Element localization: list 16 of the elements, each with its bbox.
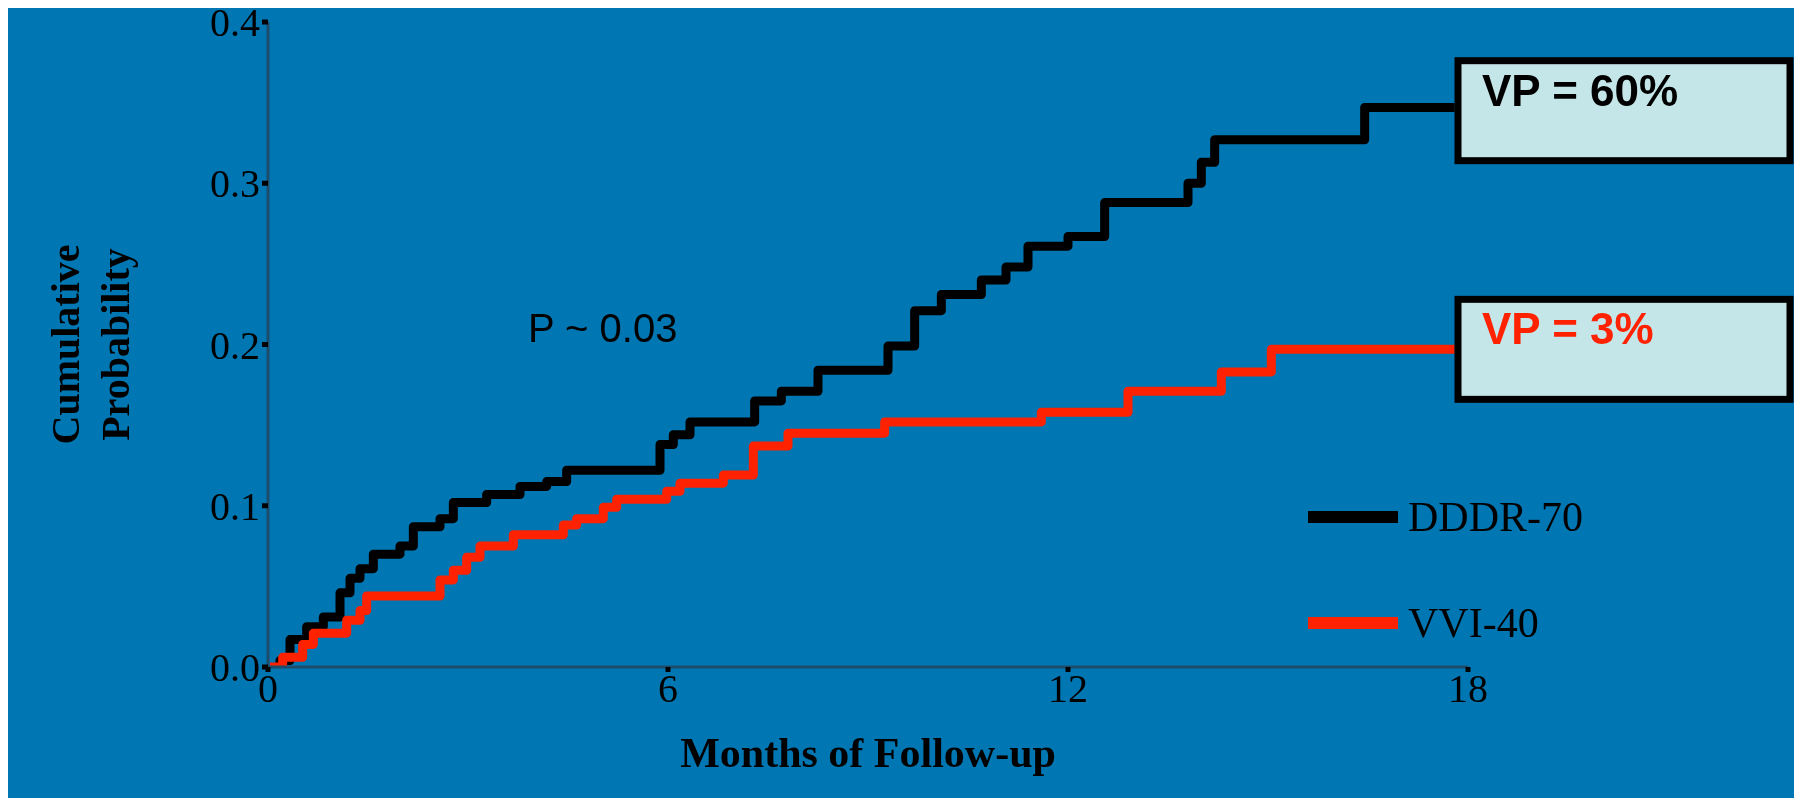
- y-tick-label: 0.1: [210, 483, 260, 529]
- y-axis-title: Cumulative Probability: [43, 244, 138, 445]
- x-tick-label: 18: [1448, 666, 1488, 712]
- x-tick-label: 0: [258, 666, 278, 712]
- annotation: VP = 3%: [1482, 304, 1654, 354]
- x-axis-title: Months of Follow-up: [680, 730, 1056, 776]
- legend-label: VVI-40: [1408, 600, 1539, 646]
- y-tick-label: 0.0: [210, 645, 260, 691]
- y-tick-label: 0.3: [210, 161, 260, 207]
- x-tick-label: 12: [1048, 666, 1088, 712]
- annotation: P ~ 0.03: [528, 306, 678, 350]
- annotation: VP = 60%: [1482, 65, 1679, 115]
- y-tick-label: 0.2: [210, 322, 260, 368]
- x-tick-label: 6: [658, 666, 678, 712]
- legend-label: DDDR-70: [1408, 494, 1583, 540]
- y-tick-label: 0.4: [210, 0, 260, 46]
